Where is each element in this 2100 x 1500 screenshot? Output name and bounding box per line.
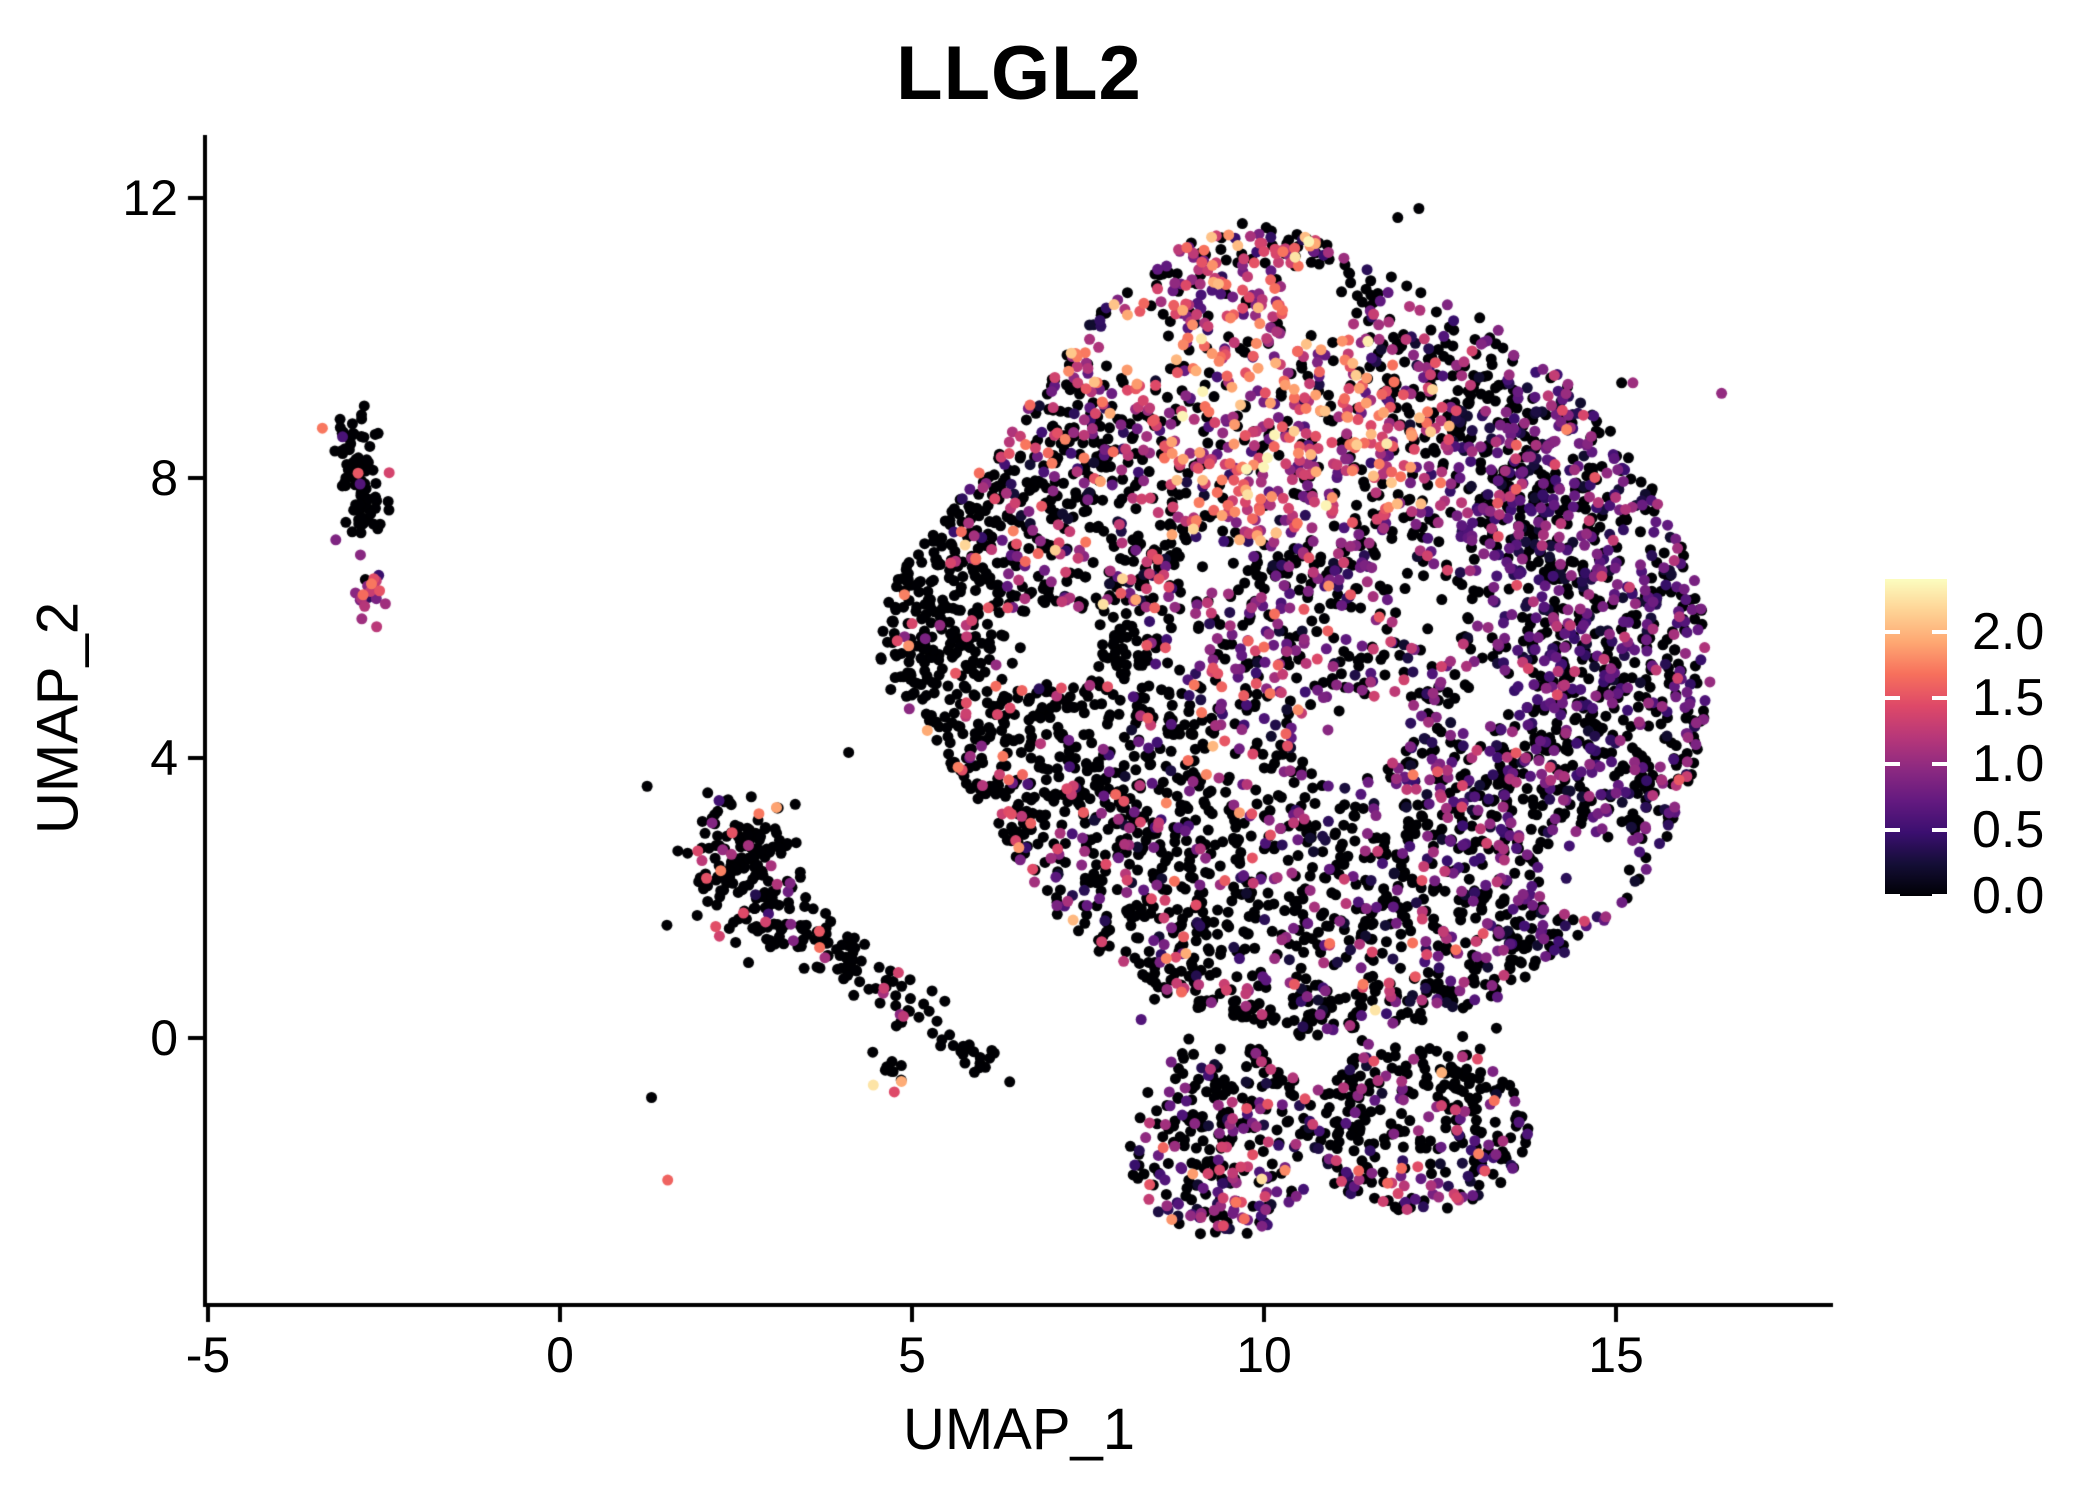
x-tick-label: 15 [1588,1327,1644,1383]
colorbar-tick [1932,629,1947,634]
colorbar-tick [1885,695,1900,700]
x-tick-label: 5 [898,1327,926,1383]
colorbar-tick [1885,827,1900,832]
colorbar-tick [1885,894,1900,898]
x-tick-label: 0 [546,1327,574,1383]
y-tick-label: 8 [150,450,178,506]
x-tick-label: -5 [185,1327,231,1383]
y-axis-title: UMAP_2 [25,601,91,835]
colorbar-tick [1932,827,1947,832]
colorbar-tick [1932,894,1947,898]
colorbar-label: 0.5 [1972,800,2045,859]
plot-title: LLGL2 [896,31,1142,116]
colorbar-tick [1885,629,1900,634]
y-tick-label: 4 [150,730,178,786]
x-tick-label: 10 [1236,1327,1292,1383]
y-tick-label: 12 [122,170,178,226]
colorbar-label: 0.0 [1972,867,2045,925]
colorbar-tick [1932,695,1947,700]
colorbar-label: 1.0 [1972,734,2045,793]
x-axis-title: UMAP_1 [902,1397,1136,1462]
colorbar-tick [1885,761,1900,766]
colorbar-label: 2.0 [1972,602,2045,661]
colorbar-label: 1.5 [1972,668,2045,727]
y-tick-label: 0 [150,1010,178,1066]
colorbar-gradient [1885,579,1947,898]
colorbar-tick [1932,761,1947,766]
